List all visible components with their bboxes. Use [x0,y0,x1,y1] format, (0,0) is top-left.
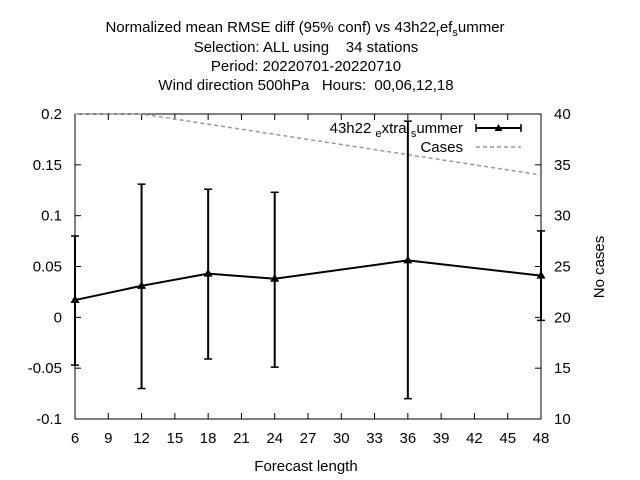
y-tick-label: -0.05 [28,360,62,377]
y-tick-label: 0 [54,309,62,326]
y2-tick-label: 30 [554,208,571,225]
plot-area-border [74,113,542,420]
y2-tick-label: 25 [554,259,571,276]
y-tick-label: -0.1 [36,411,62,428]
x-tick-label: 33 [366,430,383,447]
main-series-line [74,259,542,302]
cases-series [75,113,542,176]
title-ummer: ummer [458,19,505,36]
chart-title-line-1: Normalized mean RMSE diff (95% conf) vs … [105,19,504,39]
y2-tick-label: 35 [554,157,571,174]
data-point-marker [403,255,413,264]
legend-sub-s: s [411,128,417,140]
data-point-marker [70,295,80,304]
legend: 43h22 extra summer Cases [330,120,522,156]
x-tick-label: 30 [333,430,350,447]
data-point-marker [137,280,147,289]
data-point-marker [203,268,213,277]
title-ef: ef [440,19,453,36]
chart-title-line-3: Period: 20220701-20220710 [211,58,401,75]
x-axis-ticks: 6 9 12 15 18 21 24 27 30 33 36 39 42 45 48 [71,114,550,447]
x-tick-label: 21 [233,430,250,447]
y2-tick-label: 10 [554,411,571,428]
y-tick-label: 0.1 [41,208,62,225]
x-tick-label: 48 [533,430,550,447]
title-sub-s: s [452,27,458,39]
x-tick-label: 36 [400,430,417,447]
y2-axis-ticks: 10 15 20 25 30 35 40 [535,106,571,428]
y2-tick-label: 40 [554,106,571,123]
x-tick-label: 6 [71,430,79,447]
x-tick-label: 24 [266,430,283,447]
x-tick-label: 15 [167,430,184,447]
y-tick-label: 0.05 [33,259,62,276]
x-tick-label: 9 [104,430,112,447]
y2-tick-label: 20 [554,309,571,326]
x-tick-label: 27 [300,430,317,447]
legend-label-main: 43h22 extra summer [330,120,463,140]
x-tick-label: 42 [466,430,483,447]
legend-sub-e: e [376,128,382,140]
legend-xtra: xtra [382,120,411,137]
chart-title-line-4: Wind direction 500hPa Hours: 00,06,12,18 [158,77,453,94]
cases-line [75,113,542,176]
data-point-marker [536,270,546,279]
x-tick-label: 39 [433,430,450,447]
x-tick-label: 45 [499,430,516,447]
chart-title-line-2: Selection: ALL using 34 stations [194,39,419,56]
y-tick-label: 0.2 [41,106,62,123]
legend-marker-main [494,124,503,131]
title-sub-r: r [436,27,440,39]
y-axis-ticks: -0.1 -0.05 0 0.05 0.1 0.15 0.2 [28,106,81,428]
main-series [70,120,546,400]
x-tick-label: 18 [200,430,217,447]
x-axis-label: Forecast length [254,458,357,475]
legend-label-cases: Cases [420,139,463,156]
legend-ummer: ummer [416,120,463,137]
y2-tick-label: 15 [554,360,571,377]
data-point-marker [270,273,280,282]
y-tick-label: 0.15 [33,157,62,174]
x-tick-label: 12 [133,430,150,447]
y2-axis-label: No cases [591,236,608,299]
